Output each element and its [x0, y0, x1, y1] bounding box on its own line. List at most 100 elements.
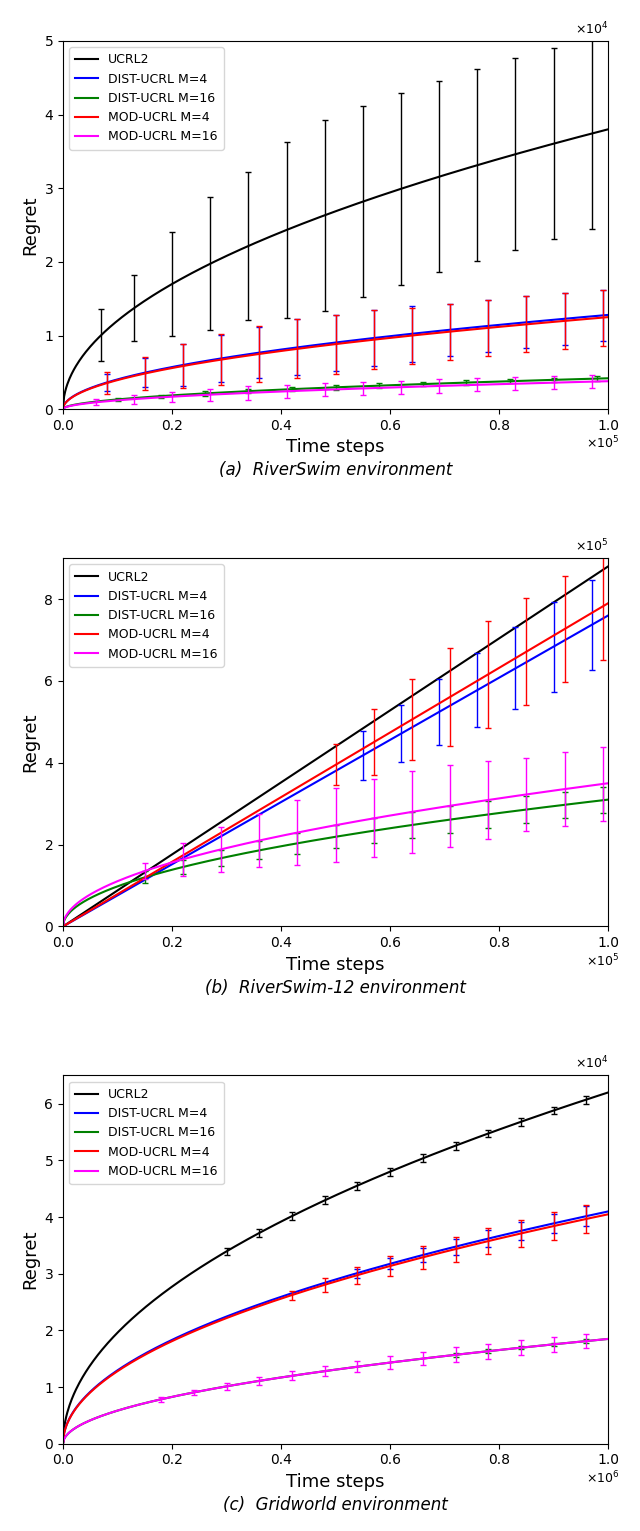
- DIST-UCRL M=16: [318, 378, 326, 397]
- DIST-UCRL M=16: [604, 1330, 612, 1349]
- DIST-UCRL M=16: [506, 1340, 514, 1358]
- DIST-UCRL M=16: [383, 819, 391, 837]
- Legend: UCRL2, DIST-UCRL M=4, DIST-UCRL M=16, MOD-UCRL M=4, MOD-UCRL M=16: UCRL2, DIST-UCRL M=4, DIST-UCRL M=16, MO…: [69, 565, 224, 668]
- MOD-UCRL M=4: [59, 400, 67, 418]
- DIST-UCRL M=16: [354, 1358, 362, 1376]
- DIST-UCRL M=16: [321, 1363, 329, 1381]
- Line: UCRL2: UCRL2: [63, 1093, 608, 1444]
- MOD-UCRL M=4: [354, 332, 362, 351]
- DIST-UCRL M=4: [59, 400, 67, 418]
- DIST-UCRL M=16: [59, 1435, 67, 1453]
- DIST-UCRL M=16: [59, 400, 67, 418]
- DIST-UCRL M=4: [604, 306, 612, 325]
- UCRL2: [321, 744, 329, 762]
- UCRL2: [604, 557, 612, 576]
- DIST-UCRL M=16: [383, 1353, 391, 1372]
- MOD-UCRL M=16: [318, 381, 326, 400]
- DIST-UCRL M=4: [383, 1255, 391, 1274]
- MOD-UCRL M=16: [59, 917, 67, 935]
- MOD-UCRL M=4: [321, 337, 329, 355]
- Text: $\times10^{4}$: $\times10^{4}$: [575, 20, 608, 37]
- DIST-UCRL M=4: [506, 315, 514, 334]
- MOD-UCRL M=16: [59, 400, 67, 418]
- UCRL2: [591, 1087, 599, 1105]
- Y-axis label: Regret: Regret: [21, 1229, 39, 1289]
- DIST-UCRL M=4: [383, 328, 391, 346]
- DIST-UCRL M=4: [354, 1263, 362, 1281]
- MOD-UCRL M=4: [318, 1277, 326, 1295]
- Y-axis label: Regret: Regret: [21, 712, 39, 772]
- UCRL2: [506, 1116, 514, 1134]
- Text: $\times10^{5}$: $\times10^{5}$: [586, 435, 619, 452]
- Line: DIST-UCRL M=4: DIST-UCRL M=4: [63, 615, 608, 926]
- UCRL2: [591, 566, 599, 585]
- UCRL2: [383, 1164, 391, 1182]
- MOD-UCRL M=16: [321, 1363, 329, 1381]
- DIST-UCRL M=4: [383, 732, 391, 750]
- DIST-UCRL M=16: [318, 830, 326, 848]
- MOD-UCRL M=16: [591, 372, 599, 390]
- DIST-UCRL M=4: [318, 335, 326, 354]
- DIST-UCRL M=4: [318, 1274, 326, 1292]
- DIST-UCRL M=4: [318, 770, 326, 788]
- MOD-UCRL M=4: [591, 602, 599, 620]
- MOD-UCRL M=16: [383, 378, 391, 397]
- UCRL2: [506, 147, 514, 165]
- Title: (a)  RiverSwim environment: (a) RiverSwim environment: [219, 461, 452, 479]
- DIST-UCRL M=16: [59, 917, 67, 935]
- DIST-UCRL M=16: [591, 792, 599, 810]
- MOD-UCRL M=16: [506, 1340, 514, 1358]
- MOD-UCRL M=4: [59, 1435, 67, 1453]
- MOD-UCRL M=4: [506, 652, 514, 671]
- Legend: UCRL2, DIST-UCRL M=4, DIST-UCRL M=16, MOD-UCRL M=4, MOD-UCRL M=16: UCRL2, DIST-UCRL M=4, DIST-UCRL M=16, MO…: [69, 47, 224, 150]
- MOD-UCRL M=4: [604, 308, 612, 326]
- Line: UCRL2: UCRL2: [63, 566, 608, 926]
- MOD-UCRL M=4: [604, 594, 612, 612]
- MOD-UCRL M=16: [321, 818, 329, 836]
- UCRL2: [354, 194, 362, 213]
- MOD-UCRL M=4: [321, 1275, 329, 1294]
- Title: (b)  RiverSwim-12 environment: (b) RiverSwim-12 environment: [205, 978, 466, 997]
- UCRL2: [318, 746, 326, 764]
- MOD-UCRL M=16: [604, 372, 612, 390]
- MOD-UCRL M=16: [318, 1363, 326, 1381]
- DIST-UCRL M=4: [591, 306, 599, 325]
- MOD-UCRL M=4: [354, 1266, 362, 1285]
- X-axis label: Time steps: Time steps: [286, 955, 385, 974]
- MOD-UCRL M=4: [506, 1226, 514, 1245]
- MOD-UCRL M=4: [318, 337, 326, 355]
- DIST-UCRL M=4: [506, 663, 514, 681]
- MOD-UCRL M=16: [354, 811, 362, 830]
- MOD-UCRL M=16: [506, 787, 514, 805]
- Line: MOD-UCRL M=16: MOD-UCRL M=16: [63, 1340, 608, 1444]
- MOD-UCRL M=16: [321, 381, 329, 400]
- Title: (c)  Gridworld environment: (c) Gridworld environment: [223, 1496, 448, 1514]
- DIST-UCRL M=4: [59, 917, 67, 935]
- DIST-UCRL M=16: [383, 377, 391, 395]
- Line: MOD-UCRL M=4: MOD-UCRL M=4: [63, 603, 608, 926]
- DIST-UCRL M=4: [321, 1274, 329, 1292]
- UCRL2: [59, 917, 67, 935]
- Text: $\times10^{5}$: $\times10^{5}$: [586, 952, 619, 969]
- DIST-UCRL M=16: [591, 1330, 599, 1349]
- DIST-UCRL M=4: [604, 606, 612, 625]
- MOD-UCRL M=4: [383, 329, 391, 348]
- DIST-UCRL M=16: [321, 378, 329, 397]
- MOD-UCRL M=16: [318, 819, 326, 837]
- MOD-UCRL M=4: [321, 762, 329, 781]
- DIST-UCRL M=16: [318, 1363, 326, 1381]
- Line: MOD-UCRL M=16: MOD-UCRL M=16: [63, 381, 608, 409]
- MOD-UCRL M=16: [59, 1435, 67, 1453]
- UCRL2: [591, 124, 599, 142]
- DIST-UCRL M=16: [604, 369, 612, 387]
- MOD-UCRL M=16: [591, 1330, 599, 1349]
- DIST-UCRL M=4: [321, 335, 329, 354]
- UCRL2: [506, 622, 514, 640]
- X-axis label: Time steps: Time steps: [286, 438, 385, 456]
- MOD-UCRL M=16: [604, 775, 612, 793]
- Line: UCRL2: UCRL2: [63, 129, 608, 409]
- DIST-UCRL M=4: [321, 767, 329, 785]
- Line: MOD-UCRL M=4: MOD-UCRL M=4: [63, 317, 608, 409]
- MOD-UCRL M=4: [383, 724, 391, 743]
- UCRL2: [318, 207, 326, 225]
